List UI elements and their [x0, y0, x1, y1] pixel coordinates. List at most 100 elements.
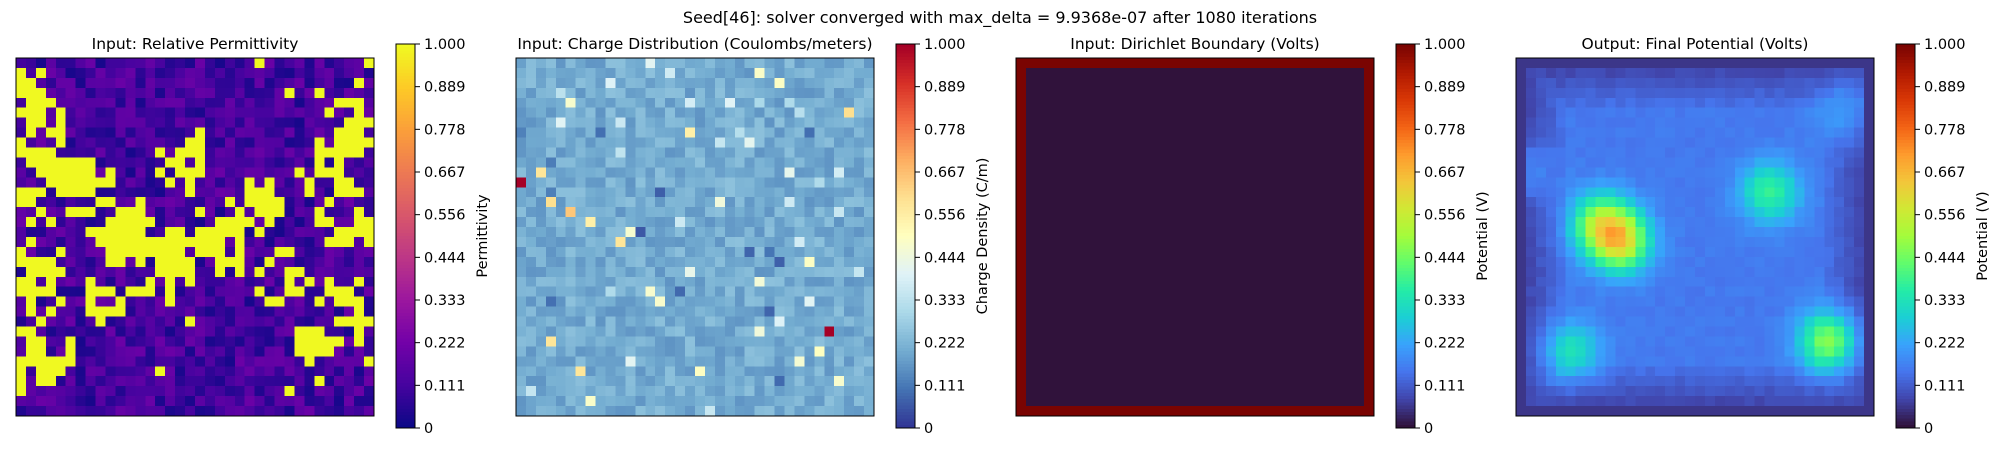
heatmap-cell: [115, 118, 125, 128]
heatmap-cell: [794, 68, 804, 78]
heatmap-cell: [66, 98, 76, 108]
heatmap-cell: [546, 207, 556, 217]
heatmap-cell: [516, 247, 526, 257]
heatmap-cell: [145, 128, 155, 138]
heatmap-cell: [1725, 167, 1735, 177]
heatmap-cells: [16, 58, 374, 416]
heatmap-cell: [185, 88, 195, 98]
heatmap-cell: [1304, 277, 1314, 287]
heatmap-cell: [1755, 128, 1765, 138]
heatmap-cell: [36, 346, 46, 356]
heatmap-cell: [1036, 58, 1046, 68]
heatmap-cell: [1665, 157, 1675, 167]
heatmap-cell: [606, 277, 616, 287]
heatmap-cell: [115, 227, 125, 237]
heatmap-cell: [1026, 177, 1036, 187]
heatmap-cell: [1265, 257, 1275, 267]
heatmap-cell: [546, 346, 556, 356]
heatmap-cell: [1304, 237, 1314, 247]
heatmap-cell: [645, 78, 655, 88]
heatmap-cell: [1115, 88, 1125, 98]
heatmap-cell: [1096, 327, 1106, 337]
heatmap-cell: [364, 58, 374, 68]
heatmap-cell: [1685, 68, 1695, 78]
heatmap-cell: [814, 356, 824, 366]
heatmap-cell: [1086, 197, 1096, 207]
heatmap-cell: [1066, 227, 1076, 237]
heatmap-cell: [76, 396, 86, 406]
heatmap-cell: [115, 346, 125, 356]
heatmap-cell: [635, 177, 645, 187]
heatmap-cell: [155, 277, 165, 287]
heatmap-cell: [1265, 247, 1275, 257]
heatmap-cell: [1125, 257, 1135, 267]
heatmap-cell: [1304, 376, 1314, 386]
heatmap-cell: [1314, 287, 1324, 297]
heatmap-cell: [1556, 237, 1566, 247]
heatmap-cell: [1546, 128, 1556, 138]
heatmap-cell: [1304, 177, 1314, 187]
heatmap-cell: [625, 108, 635, 118]
heatmap-cell: [1185, 68, 1195, 78]
heatmap-cell: [715, 207, 725, 217]
heatmap-cell: [115, 396, 125, 406]
heatmap-cell: [625, 207, 635, 217]
heatmap-cell: [655, 157, 665, 167]
heatmap-cell: [1526, 157, 1536, 167]
heatmap-cell: [1145, 376, 1155, 386]
heatmap-cell: [1834, 88, 1844, 98]
heatmap-cell: [1334, 297, 1344, 307]
heatmap-cell: [106, 118, 116, 128]
heatmap-cell: [1745, 197, 1755, 207]
heatmap-cell: [135, 257, 145, 267]
heatmap-cell: [655, 207, 665, 217]
heatmap-cell: [715, 277, 725, 287]
heatmap-cell: [1076, 257, 1086, 267]
heatmap-cell: [1076, 227, 1086, 237]
heatmap-cell: [1275, 98, 1285, 108]
heatmap-cell: [265, 148, 275, 158]
heatmap-cell: [1526, 177, 1536, 187]
heatmap-cell: [225, 257, 235, 267]
heatmap-cell: [1235, 118, 1245, 128]
heatmap-cell: [1125, 227, 1135, 237]
heatmap-cell: [76, 167, 86, 177]
heatmap-cell: [145, 197, 155, 207]
heatmap-cell: [615, 396, 625, 406]
heatmap-cell: [775, 167, 785, 177]
heatmap-cell: [1185, 197, 1195, 207]
heatmap-cell: [1016, 148, 1026, 158]
heatmap-cell: [1046, 227, 1056, 237]
heatmap-cell: [1205, 297, 1215, 307]
heatmap-cell: [685, 177, 695, 187]
heatmap-cell: [1056, 138, 1066, 148]
heatmap-cell: [1235, 207, 1245, 217]
heatmap-cell: [1076, 336, 1086, 346]
heatmap-cell: [1056, 227, 1066, 237]
heatmap-cell: [1285, 327, 1295, 337]
heatmap-cell: [1155, 197, 1165, 207]
heatmap-cell: [1665, 68, 1675, 78]
heatmap-cell: [1304, 257, 1314, 267]
heatmap-cell: [765, 386, 775, 396]
heatmap-cell: [755, 108, 765, 118]
heatmap-cell: [1096, 366, 1106, 376]
heatmap-cell: [1834, 118, 1844, 128]
heatmap-cell: [135, 108, 145, 118]
heatmap-cell: [1516, 167, 1526, 177]
heatmap-cell: [364, 237, 374, 247]
heatmap-cell: [864, 277, 874, 287]
heatmap-cell: [615, 177, 625, 187]
heatmap-cell: [1155, 207, 1165, 217]
heatmap-cell: [1625, 207, 1635, 217]
heatmap-cell: [1675, 78, 1685, 88]
heatmap-cell: [1536, 177, 1546, 187]
heatmap-cell: [314, 247, 324, 257]
heatmap-cell: [66, 207, 76, 217]
heatmap-cell: [1526, 167, 1536, 177]
heatmap-cell: [255, 346, 265, 356]
heatmap-cell: [824, 227, 834, 237]
heatmap-cell: [66, 327, 76, 337]
heatmap-cell: [824, 376, 834, 386]
heatmap-cell: [46, 327, 56, 337]
